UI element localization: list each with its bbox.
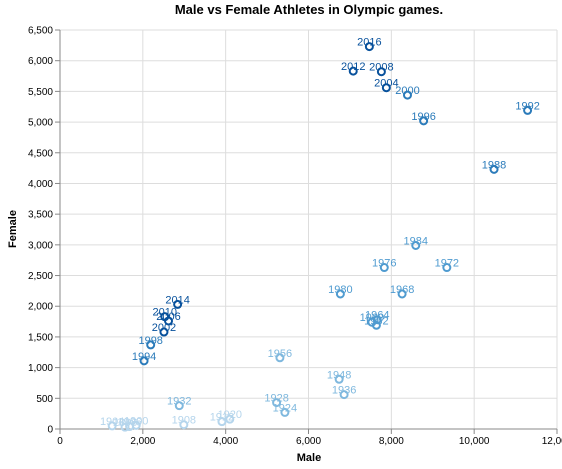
x-tick-label: 6,000 — [296, 436, 321, 447]
data-point — [120, 422, 130, 432]
point-label: 1996 — [411, 111, 435, 123]
y-tick-label: 5,500 — [28, 87, 53, 98]
data-point — [334, 374, 344, 384]
point-label: 2012 — [341, 61, 365, 73]
point-label: 1994 — [132, 351, 156, 363]
point-label: 1980 — [328, 284, 352, 296]
y-tick-label: 1,500 — [28, 332, 53, 343]
data-point — [442, 263, 452, 273]
data-points — [107, 42, 533, 432]
data-point — [411, 240, 421, 250]
data-point — [125, 422, 135, 432]
data-point — [174, 401, 184, 411]
point-label: 2002 — [152, 322, 176, 334]
y-tick-label: 2,000 — [28, 302, 53, 313]
data-point — [139, 356, 149, 366]
x-tick-label: 4,000 — [213, 436, 238, 447]
x-tick-label: 0 — [57, 436, 63, 447]
point-label: 1928 — [264, 393, 288, 405]
data-point — [371, 320, 381, 330]
point-label: 1964 — [365, 310, 389, 322]
y-tick-label: 4,000 — [28, 179, 53, 190]
data-point — [402, 90, 412, 100]
point-label: 2008 — [369, 62, 393, 74]
point-label: 1896 — [113, 417, 137, 429]
data-point — [489, 164, 499, 174]
data-point — [523, 105, 533, 115]
data-point — [173, 299, 183, 309]
data-point — [179, 420, 189, 430]
data-point — [146, 340, 156, 350]
point-label: 1952 — [364, 315, 388, 327]
data-point — [397, 289, 407, 299]
point-label: 2016 — [357, 37, 381, 49]
point-label: 1992 — [515, 100, 539, 112]
point-label: 2004 — [374, 78, 398, 90]
point-label: 1998 — [138, 335, 162, 347]
data-point — [364, 42, 374, 52]
point-label: 1956 — [268, 348, 292, 360]
x-axis-title: Male — [297, 452, 321, 464]
y-tick-label: 3,500 — [28, 210, 53, 221]
point-label: 1924 — [273, 402, 297, 414]
point-label: 2006 — [156, 311, 180, 323]
point-label: 1932 — [167, 396, 191, 408]
point-label: 1900 — [124, 415, 148, 427]
point-label: 1912 — [210, 412, 234, 424]
grid — [59, 29, 558, 430]
x-tick-label: 8,000 — [379, 436, 404, 447]
x-tick-label: 2,000 — [130, 436, 155, 447]
data-point — [335, 289, 345, 299]
chart-title: Male vs Female Athletes in Olympic games… — [175, 2, 443, 17]
y-tick-label: 1,000 — [28, 363, 53, 374]
data-point — [159, 327, 169, 337]
y-tick-label: 6,500 — [28, 26, 53, 37]
point-label: 1984 — [404, 235, 428, 247]
data-point — [339, 390, 349, 400]
point-label: 1936 — [332, 385, 356, 397]
point-label: 2010 — [153, 307, 177, 319]
y-tick-label: 3,000 — [28, 240, 53, 251]
data-point — [164, 316, 174, 326]
point-label: 1960 — [360, 312, 384, 324]
data-point — [280, 407, 290, 417]
data-point — [376, 67, 386, 77]
data-point — [225, 414, 235, 424]
data-point — [381, 83, 391, 93]
point-label: 2014 — [165, 294, 189, 306]
data-point — [217, 417, 227, 427]
data-point — [272, 398, 282, 408]
y-tick-label: 2,500 — [28, 271, 53, 282]
point-label: 1920 — [218, 409, 242, 421]
y-tick-label: 4,500 — [28, 148, 53, 159]
y-axis-ticks: 0 500 1,000 1,500 2,000 2,500 3,000 3,500 4,000 4… — [28, 26, 60, 436]
point-label: 1904 — [100, 416, 124, 428]
y-tick-label: 5,000 — [28, 118, 53, 129]
point-label: 1988 — [482, 159, 506, 171]
x-axis-ticks: 0 2,000 4,000 6,000 8,000 10,000 12,000 — [57, 429, 562, 447]
point-label: 1968 — [390, 284, 414, 296]
y-tick-label: 0 — [47, 425, 53, 436]
data-point — [419, 116, 429, 126]
x-tick-label: 10,000 — [459, 436, 490, 447]
data-point — [107, 421, 117, 431]
y-axis-title: Female — [7, 210, 19, 248]
x-tick-label: 12,000 — [542, 436, 562, 447]
data-point — [348, 66, 358, 76]
point-label: 1908 — [172, 415, 196, 427]
point-label: 1948 — [327, 369, 351, 381]
point-label: 1906 — [117, 417, 141, 429]
point-label: 1972 — [435, 258, 459, 270]
data-point — [275, 353, 285, 363]
y-tick-label: 500 — [36, 394, 53, 405]
y-tick-label: 6,000 — [28, 56, 53, 67]
point-label: 2000 — [395, 85, 419, 97]
data-point — [379, 263, 389, 273]
point-label: 1976 — [372, 258, 396, 270]
